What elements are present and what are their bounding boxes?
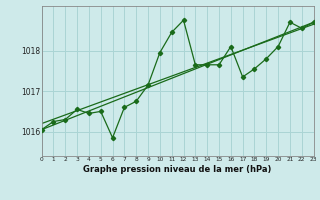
X-axis label: Graphe pression niveau de la mer (hPa): Graphe pression niveau de la mer (hPa) (84, 165, 272, 174)
